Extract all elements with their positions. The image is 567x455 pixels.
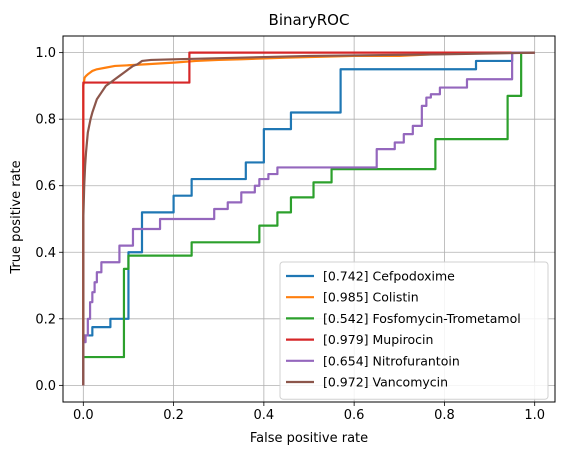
legend-entry-colistin: [0.985] Colistin (323, 290, 419, 305)
y-tick-label: 1.0 (35, 46, 56, 61)
grid (63, 36, 555, 402)
x-tick-label: 0.0 (73, 408, 94, 423)
legend-box (279, 261, 549, 400)
series-line-cefpodoxime (82, 51, 535, 386)
x-tick-label: 0.4 (254, 408, 275, 423)
y-axis-label: True positive rate (9, 160, 24, 274)
x-tick-label: 0.8 (434, 408, 455, 423)
series-line-vancomycin (82, 51, 535, 386)
x-tick-label: 0.2 (163, 408, 184, 423)
x-tick-label: 0.6 (344, 408, 365, 423)
legend-entry-nitrofurantoin: [0.654] Nitrofurantoin (323, 353, 460, 368)
legend: [0.742] Cefpodoxime [0.985] Colistin [0.54… (279, 261, 549, 400)
y-tick-label: 0.8 (35, 113, 56, 128)
x-tick-label: 1.0 (524, 408, 545, 423)
y-tick-label: 0.2 (35, 312, 56, 327)
legend-entry-mupirocin: [0.979] Mupirocin (323, 332, 433, 347)
y-tick-label: 0.0 (35, 379, 56, 394)
y-tick-label: 0.6 (35, 179, 56, 194)
axis-ticks: 0.0 0.2 0.4 0.6 0.8 1.0 0.0 0.2 0.4 0.6 0.8 1.0 (35, 46, 545, 423)
x-axis-label: False positive rate (250, 431, 368, 446)
legend-entry-vancomycin: [0.972] Vancomycin (323, 375, 448, 390)
plot-frame (62, 35, 556, 403)
series-group (82, 51, 535, 386)
legend-entry-fosfomycin-trometamol: [0.542] Fosfomycin-Trometamol (323, 311, 521, 326)
chart-title: BinaryROC (269, 11, 350, 29)
series-line-fosfomycin-trometamol (82, 51, 535, 386)
series-line-nitrofurantoin (82, 51, 535, 386)
legend-entry-cefpodoxime: [0.742] Cefpodoxime (323, 269, 455, 284)
y-tick-label: 0.4 (35, 246, 56, 261)
